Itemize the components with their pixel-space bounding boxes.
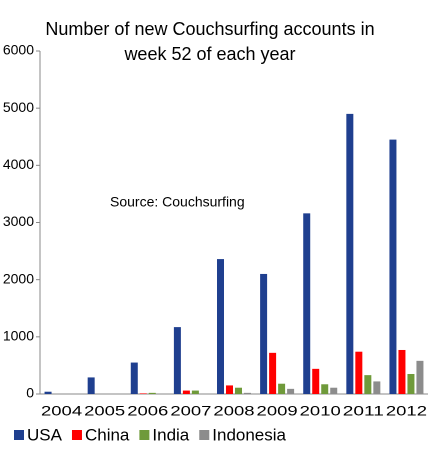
bar [244,392,251,394]
bar [278,383,286,394]
bar [416,360,424,394]
bar [330,387,338,394]
x-tick-label: 2010 [300,403,341,419]
x-tick-label: 2004 [41,403,82,419]
bar [217,259,224,394]
bar [235,387,242,394]
x-tick-label: 2012 [386,403,427,419]
legend-swatch [139,430,150,440]
bar [364,375,372,394]
legend-label: India [152,425,189,444]
legend-swatch [199,430,210,440]
bar [398,349,406,394]
bar [260,273,268,394]
x-tick-label: 2008 [213,403,254,419]
bar [407,373,415,394]
bar [130,362,138,394]
legend-label: China [85,425,130,444]
y-tick-label: 5000 [3,99,34,115]
bar [173,327,181,394]
annotation: Source: Couchsurfing [110,194,245,210]
bar [346,113,354,394]
bar [191,390,199,394]
bar [148,392,156,394]
bar [139,393,147,394]
legend-label: Indonesia [212,425,286,444]
bar [287,388,295,394]
bar [226,385,233,394]
bar [321,384,329,394]
y-tick-label: 1000 [3,328,34,344]
chart-title: Number of new Couchsurfing accounts in [45,19,374,39]
bar [269,352,277,394]
x-tick-label: 2007 [170,403,211,419]
bar [389,139,397,394]
bar [182,390,190,394]
x-tick-label: 2005 [84,403,125,419]
bar [355,351,363,394]
y-tick-label: 4000 [3,156,34,172]
y-tick-label: 2000 [3,270,34,286]
bar [87,377,95,394]
bar [303,213,311,394]
y-tick-label: 3000 [3,213,34,229]
legend-swatch [14,430,24,440]
x-tick-label: 2011 [343,403,384,419]
chart-title-continuation: week 52 of each year [123,44,295,64]
y-tick-label: 0 [26,385,34,401]
bar [373,381,381,394]
x-tick-label: 2006 [127,403,168,419]
y-tick-label: 6000 [3,42,34,58]
x-tick-label: 2009 [257,403,298,419]
bar [312,368,320,394]
legend-label: USA [27,425,63,444]
legend-swatch [71,430,82,440]
bar [44,391,52,394]
